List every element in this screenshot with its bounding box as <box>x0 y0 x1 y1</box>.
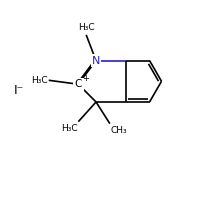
Text: C: C <box>75 79 82 89</box>
Text: +: + <box>82 74 89 83</box>
Text: H₃C: H₃C <box>61 124 77 133</box>
Text: H₃C: H₃C <box>31 76 48 85</box>
Text: N: N <box>92 56 100 66</box>
Text: CH₃: CH₃ <box>111 126 127 135</box>
Text: I⁻: I⁻ <box>14 84 24 97</box>
Text: H₃C: H₃C <box>78 23 95 32</box>
